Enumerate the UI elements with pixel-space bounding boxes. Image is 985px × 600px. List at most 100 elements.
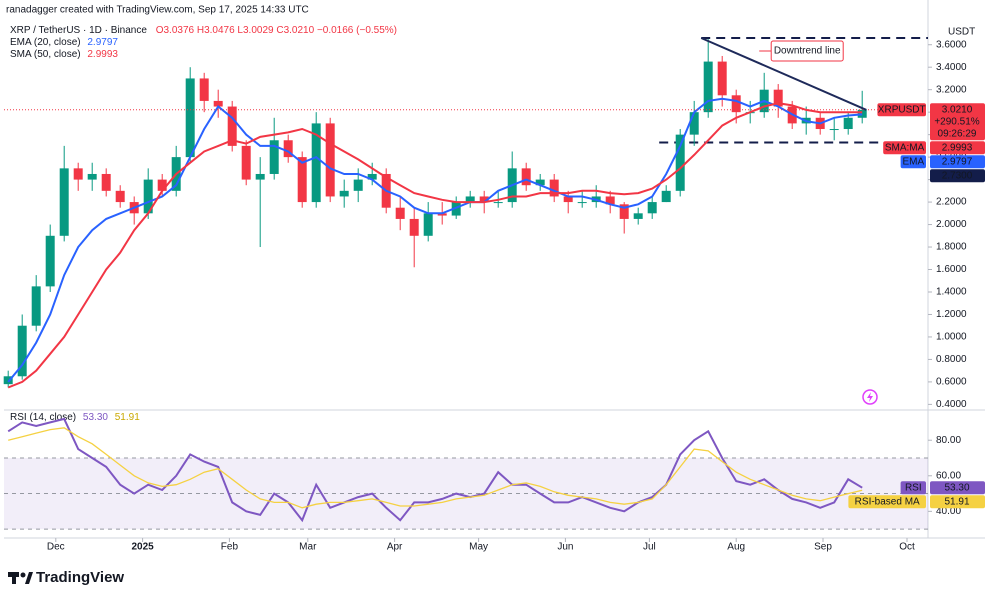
y-tick-label: 80.00 bbox=[936, 435, 961, 446]
candle-body bbox=[563, 196, 573, 203]
candle-body bbox=[423, 213, 433, 236]
brand: TradingView bbox=[36, 569, 124, 586]
x-tick-label: Feb bbox=[221, 542, 239, 553]
sma-legend: SMA (50, close) 2.9993 bbox=[10, 49, 118, 60]
candle-body bbox=[17, 325, 27, 377]
axis-tag bbox=[930, 141, 985, 155]
candle-body bbox=[185, 78, 195, 158]
axis-tag-value: 2.7300 bbox=[942, 170, 973, 181]
sma-value: 2.9993 bbox=[87, 49, 118, 60]
rsi-ma-value: 51.91 bbox=[115, 412, 140, 423]
ohlc: O3.0376 H3.0476 L3.0029 C3.0210 −0.0166 … bbox=[156, 25, 397, 36]
axis-tag-value: 3.0210 bbox=[942, 104, 973, 115]
axis-tag bbox=[930, 481, 985, 495]
candle-body bbox=[773, 89, 783, 107]
annotation-label: Downtrend line bbox=[774, 46, 841, 57]
candle-body bbox=[465, 196, 475, 203]
ema-value: 2.9797 bbox=[87, 37, 118, 48]
axis-tag bbox=[930, 169, 985, 183]
axis-tag bbox=[930, 155, 985, 169]
candle-body bbox=[311, 123, 321, 203]
x-tick-label: Apr bbox=[387, 542, 403, 553]
candle-body bbox=[633, 213, 643, 219]
y-tick-label: 3.2000 bbox=[936, 84, 967, 95]
candle-body bbox=[409, 218, 419, 236]
y-tick-label: 3.6000 bbox=[936, 39, 967, 50]
candle-body bbox=[395, 207, 405, 219]
x-tick-label: Jul bbox=[643, 542, 656, 553]
name-tag bbox=[883, 141, 926, 155]
ema-legend: EMA (20, close) 2.9797 bbox=[10, 37, 118, 48]
x-tick-label: Mar bbox=[299, 542, 317, 553]
footer-logo: TradingView bbox=[8, 569, 124, 586]
y-tick-label: 1.2000 bbox=[936, 309, 967, 320]
candle-body bbox=[59, 168, 69, 236]
candle-body bbox=[199, 78, 209, 101]
rsi-value: 53.30 bbox=[83, 412, 108, 423]
axis-tag bbox=[930, 495, 985, 509]
candle-body bbox=[731, 95, 741, 113]
y-tick-label: 0.4000 bbox=[936, 399, 967, 410]
name-tag-label: XRPUSDT bbox=[878, 104, 926, 115]
ema-name: EMA (20, close) bbox=[10, 37, 81, 48]
y-tick-label: 40.00 bbox=[936, 506, 961, 517]
y-tick-label: 0.8000 bbox=[936, 354, 967, 365]
axis-tag bbox=[930, 103, 985, 141]
y-tick-label: 1.8000 bbox=[936, 242, 967, 253]
candle-body bbox=[479, 196, 489, 203]
x-tick-label: 2025 bbox=[131, 542, 154, 553]
rsi-legend: RSI (14, close) 53.30 51.91 bbox=[10, 412, 140, 423]
candle-body bbox=[675, 134, 685, 191]
name-tag-label: EMA bbox=[902, 156, 924, 167]
candle-body bbox=[87, 173, 97, 180]
candle-body bbox=[661, 190, 671, 203]
candle-body bbox=[339, 190, 349, 197]
candle-body bbox=[619, 204, 629, 219]
candle-body bbox=[451, 202, 461, 216]
name-tag-label: SMA:MA bbox=[885, 142, 925, 153]
name-tag bbox=[900, 155, 926, 169]
y-tick-label: 1.4000 bbox=[936, 287, 967, 298]
candle-body bbox=[227, 106, 237, 146]
symbol: XRP / TetherUS · 1D · Binance bbox=[10, 25, 147, 36]
currency: USDT bbox=[948, 27, 975, 38]
candle-body bbox=[325, 123, 335, 197]
alert-bolt bbox=[867, 392, 873, 402]
name-tag bbox=[900, 481, 926, 495]
candle-body bbox=[493, 202, 503, 204]
candle-body bbox=[535, 179, 545, 186]
candle-body bbox=[353, 179, 363, 191]
candle-body bbox=[437, 213, 447, 216]
credit: ranadagger created with TradingView.com,… bbox=[6, 5, 309, 16]
ma-line bbox=[7, 102, 863, 389]
candle-body bbox=[549, 179, 559, 197]
axis-tag-extra: +290.51% bbox=[934, 116, 979, 127]
x-tick-label: Sep bbox=[814, 542, 832, 553]
rsi-line bbox=[7, 417, 863, 523]
name-tag-label: RSI bbox=[905, 482, 922, 493]
y-tick-label: 60.00 bbox=[936, 470, 961, 481]
symbol-legend: XRP / TetherUS · 1D · Binance O3.0376 H3… bbox=[10, 25, 397, 36]
x-tick-label: Jun bbox=[557, 542, 573, 553]
candle-body bbox=[689, 112, 699, 135]
logo-part bbox=[25, 572, 33, 584]
candle-body bbox=[31, 286, 41, 326]
candle-body bbox=[101, 173, 111, 191]
candle-body bbox=[647, 202, 657, 214]
candle-body bbox=[703, 61, 713, 113]
axis-tag-value: 51.91 bbox=[944, 496, 969, 507]
name-tag-label: RSI-based MA bbox=[855, 496, 920, 507]
candle-body bbox=[45, 235, 55, 287]
candle-body bbox=[297, 157, 307, 203]
axis-tag-value: 53.30 bbox=[944, 482, 969, 493]
name-tag bbox=[877, 103, 926, 117]
candle-body bbox=[605, 196, 615, 205]
logo-part bbox=[20, 572, 26, 578]
y-tick-label: 1.0000 bbox=[936, 332, 967, 343]
y-tick-label: 0.6000 bbox=[936, 377, 967, 388]
candle-body bbox=[157, 179, 167, 191]
alert-icon[interactable] bbox=[862, 389, 878, 405]
candle-body bbox=[73, 168, 83, 180]
trendline bbox=[700, 37, 867, 111]
